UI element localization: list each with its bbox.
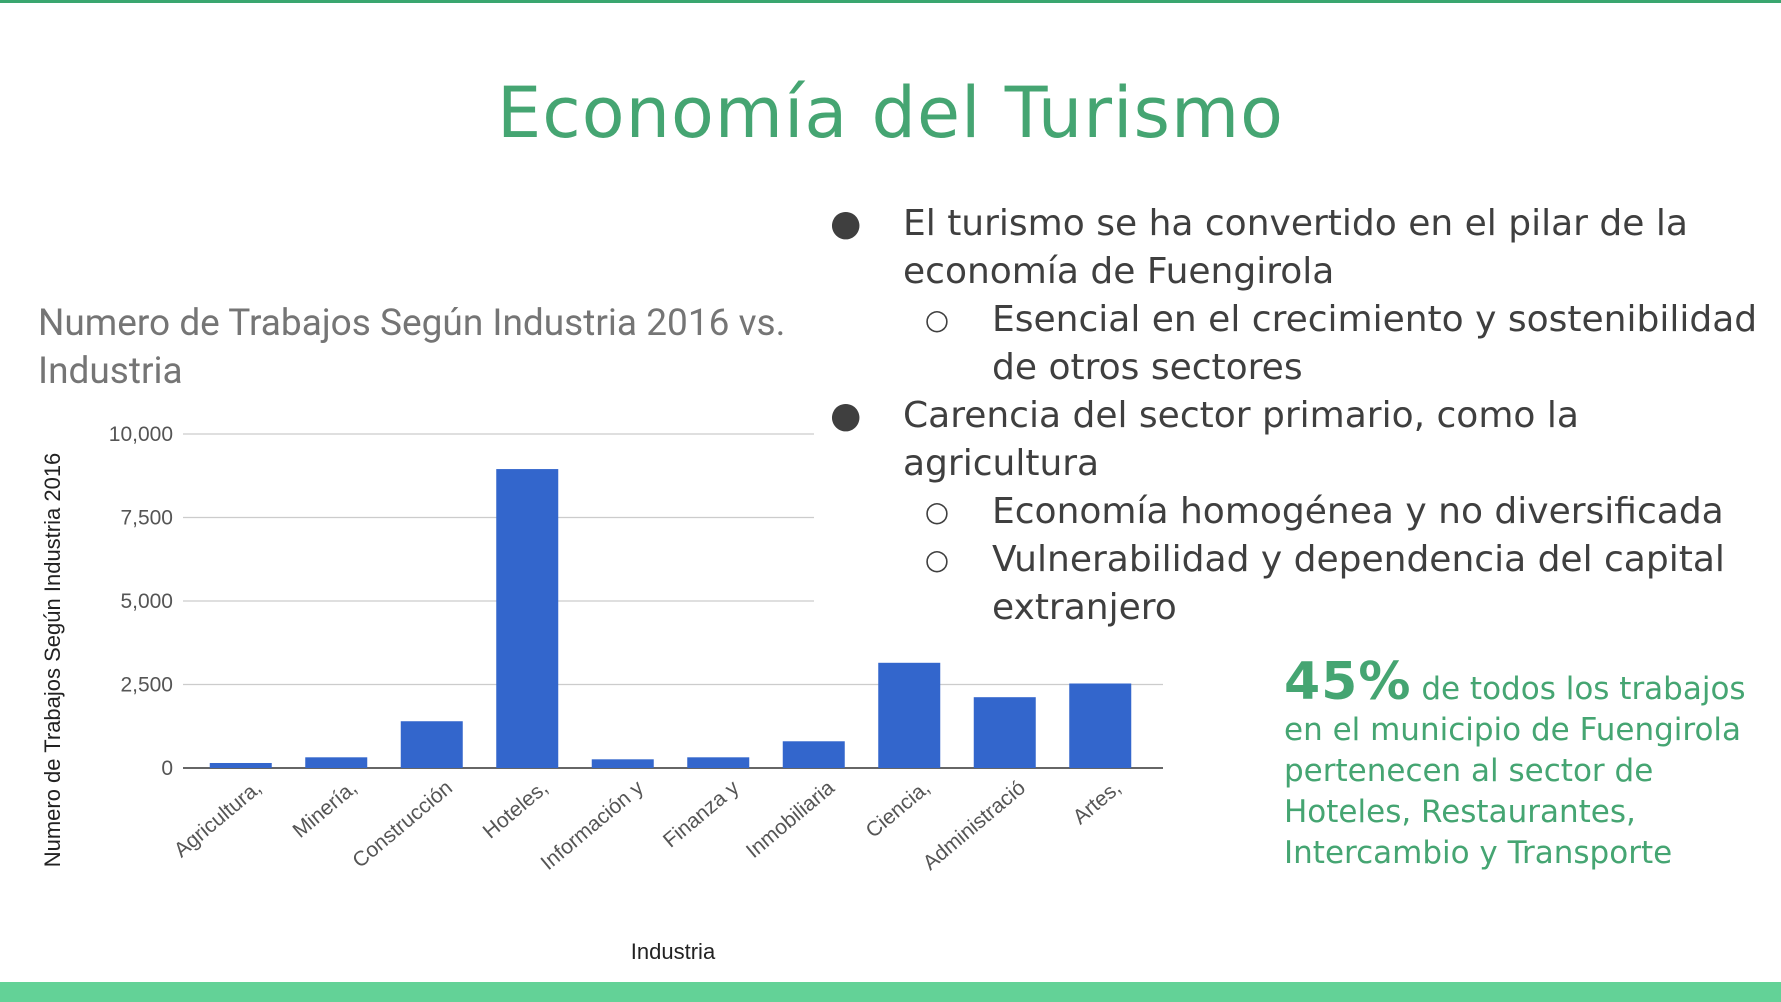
bullet-marker: ● xyxy=(830,395,862,436)
x-tick-label: Hoteles, xyxy=(479,776,553,843)
x-tick-label: Finanza y xyxy=(659,776,744,852)
bar xyxy=(305,757,368,768)
bar xyxy=(687,757,750,768)
bullet-marker: ○ xyxy=(924,543,950,576)
bullet-item: ○ Economía homogénea y no diversificada xyxy=(830,488,1770,536)
bullet-item: ○ Esencial en el crecimiento y sostenibi… xyxy=(830,296,1770,392)
bar xyxy=(496,469,559,768)
chart-title: Numero de Trabajos Según Industria 2016 … xyxy=(38,302,785,393)
slide-title: Economía del Turismo xyxy=(497,72,1284,154)
y-tick-label: 7,500 xyxy=(120,507,173,530)
x-axis-label: Industria xyxy=(631,939,716,964)
x-tick-label: Inmobiliaria xyxy=(742,776,839,863)
bottom-accent-band xyxy=(0,982,1781,1002)
bar xyxy=(209,762,272,768)
bar xyxy=(878,662,941,768)
bullet-marker: ○ xyxy=(924,303,950,336)
svg-text:Industria: Industria xyxy=(38,350,183,393)
y-tick-label: 0 xyxy=(161,757,173,780)
stat-highlight: 45% xyxy=(1284,652,1412,712)
bar xyxy=(1069,683,1132,768)
bars xyxy=(209,469,1132,768)
bullet-text: Carencia del sector primario, como la ag… xyxy=(903,395,1579,484)
bullet-item: ○ Vulnerabilidad y dependencia del capit… xyxy=(830,536,1770,632)
bullet-marker: ○ xyxy=(924,495,950,528)
bar xyxy=(591,759,654,768)
y-tick-label: 2,500 xyxy=(120,674,173,697)
x-tick-label: Artes, xyxy=(1069,776,1126,829)
y-tick-label: 5,000 xyxy=(120,590,173,613)
bullet-text: Esencial en el crecimiento y sostenibili… xyxy=(992,299,1758,388)
x-tick-label: Información y xyxy=(537,776,649,875)
stat-callout: 45% de todos los trabajos en el municipi… xyxy=(1284,656,1764,874)
y-tick-label: 10,000 xyxy=(109,423,173,446)
x-tick-label: Construcción xyxy=(348,776,457,872)
bullet-item: ● Carencia del sector primario, como la … xyxy=(830,392,1770,488)
bullet-text: Vulnerabilidad y dependencia del capital… xyxy=(992,539,1725,628)
y-tick-labels: 0 2,500 5,000 7,500 10,000 xyxy=(109,423,173,780)
top-accent-line xyxy=(0,0,1781,3)
x-tick-labels: Agricultura, Minería,Construcción Hoteles,… xyxy=(170,776,1126,875)
bar xyxy=(782,741,845,768)
bullet-list: ● El turismo se ha convertido en el pila… xyxy=(830,200,1770,632)
bar xyxy=(400,721,463,768)
stat-text: de todos los trabajos en el municipio de… xyxy=(1284,671,1746,871)
x-tick-label: Agricultura, xyxy=(170,776,266,862)
y-axis-label: Numero de Trabajos Según Industria 2016 xyxy=(40,453,65,868)
x-tick-label: Minería, xyxy=(289,776,362,842)
bar xyxy=(973,697,1036,768)
x-tick-label: Administració xyxy=(919,776,1030,875)
x-tick-label: Ciencia, xyxy=(862,776,935,842)
bullet-item: ● El turismo se ha convertido en el pila… xyxy=(830,200,1770,296)
bullet-text: El turismo se ha convertido en el pilar … xyxy=(903,203,1688,292)
bullet-text: Economía homogénea y no diversificada xyxy=(992,491,1724,532)
bullet-marker: ● xyxy=(830,203,862,244)
svg-text:Numero de Trabajos Según Indus: Numero de Trabajos Según Industria 2016 … xyxy=(38,302,785,345)
